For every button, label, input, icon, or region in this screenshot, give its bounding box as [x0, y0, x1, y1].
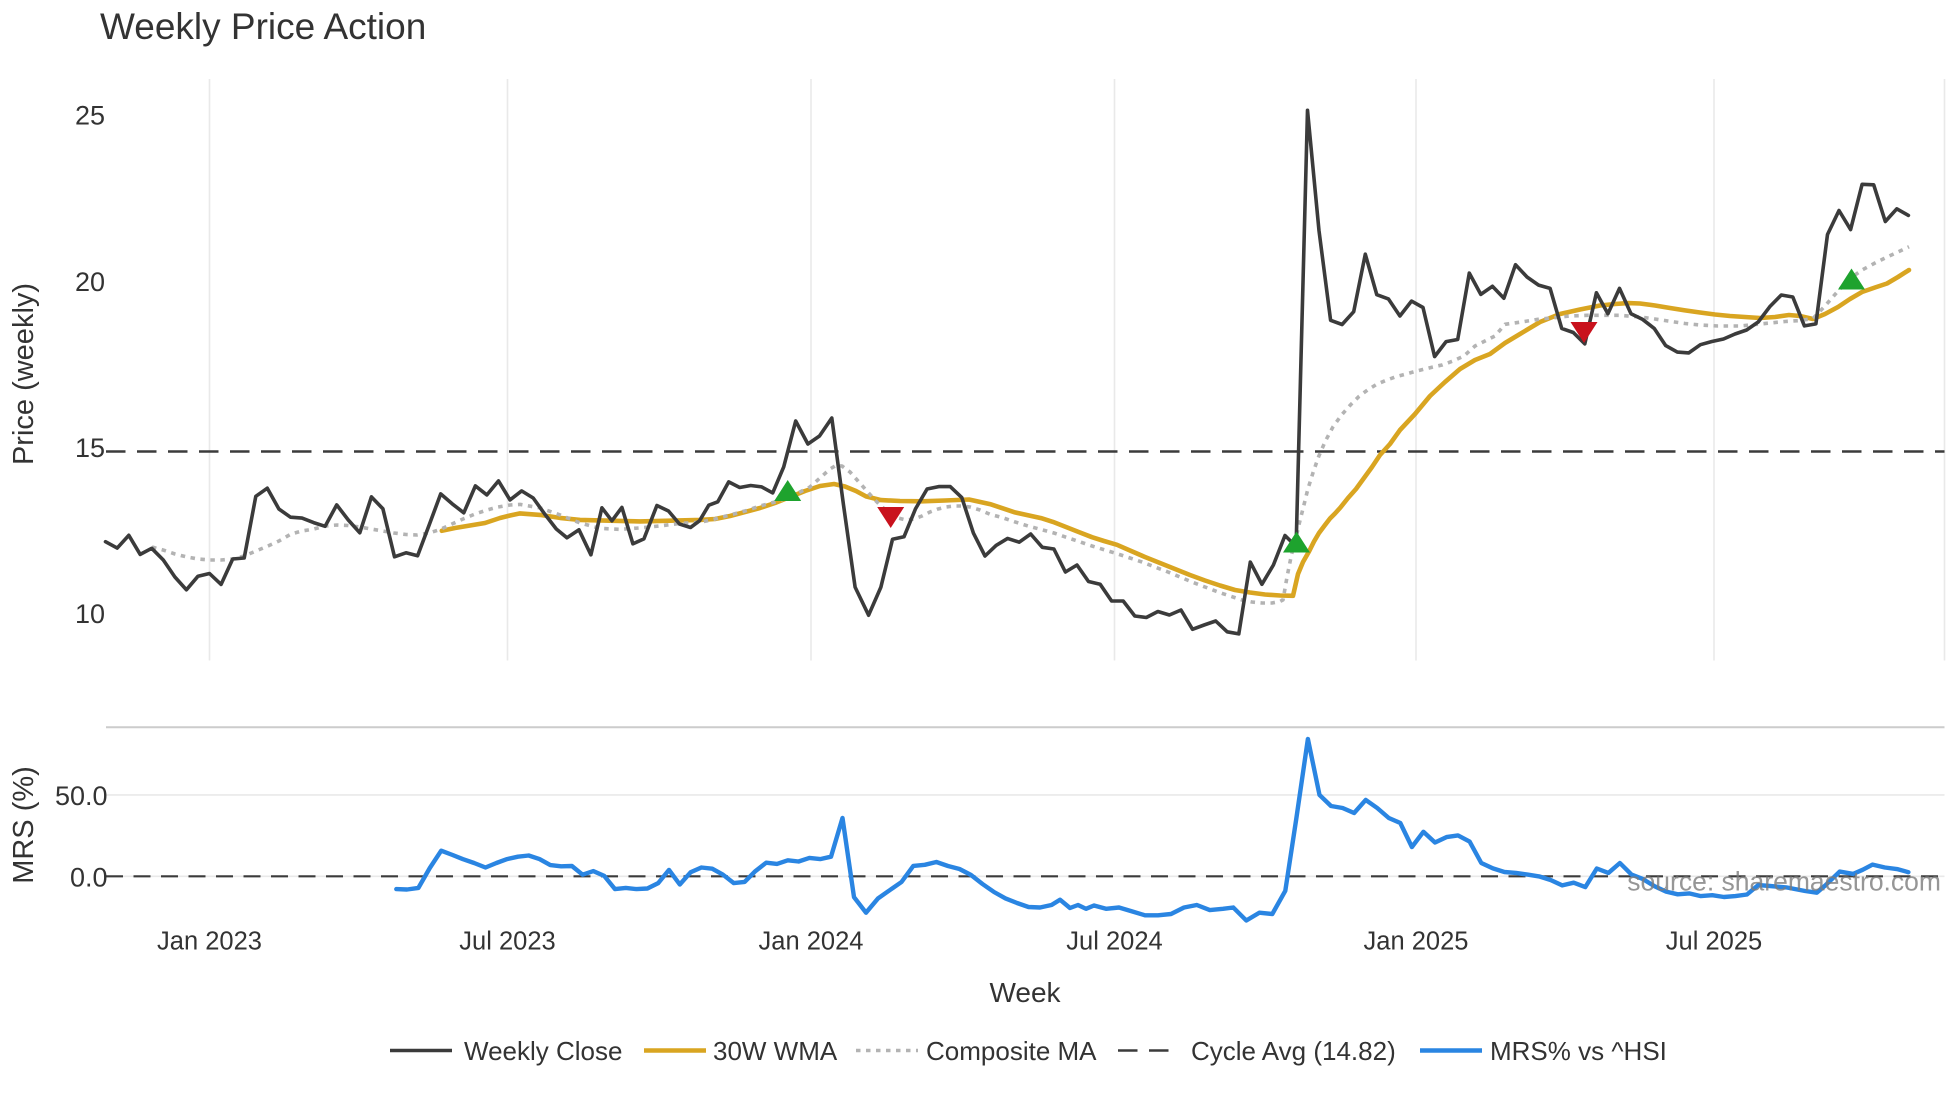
svg-text:20: 20	[75, 267, 105, 297]
svg-text:Jan 2024: Jan 2024	[759, 928, 864, 956]
svg-text:0.0: 0.0	[70, 862, 108, 892]
svg-text:Jan 2023: Jan 2023	[157, 928, 262, 956]
svg-text:50.0: 50.0	[55, 781, 108, 811]
svg-text:15: 15	[75, 433, 105, 463]
svg-text:Weekly Close: Weekly Close	[464, 1036, 622, 1066]
svg-text:Jul 2023: Jul 2023	[459, 928, 555, 956]
svg-text:Jul 2024: Jul 2024	[1066, 928, 1162, 956]
svg-text:Composite MA: Composite MA	[926, 1036, 1097, 1066]
svg-text:Jul 2025: Jul 2025	[1666, 928, 1762, 956]
svg-text:Week: Week	[989, 977, 1061, 1008]
svg-text:10: 10	[75, 599, 105, 629]
svg-text:MRS% vs ^HSI: MRS% vs ^HSI	[1490, 1036, 1667, 1066]
svg-text:Jan 2025: Jan 2025	[1364, 928, 1469, 956]
svg-text:source: sharemaestro.com: source: sharemaestro.com	[1627, 867, 1941, 897]
svg-text:25: 25	[75, 101, 105, 131]
svg-text:Weekly Price Action: Weekly Price Action	[100, 6, 426, 47]
svg-text:MRS (%): MRS (%)	[8, 766, 40, 884]
svg-text:30W WMA: 30W WMA	[713, 1036, 838, 1066]
svg-text:Price (weekly): Price (weekly)	[8, 283, 40, 465]
svg-text:Cycle Avg (14.82): Cycle Avg (14.82)	[1191, 1036, 1396, 1066]
